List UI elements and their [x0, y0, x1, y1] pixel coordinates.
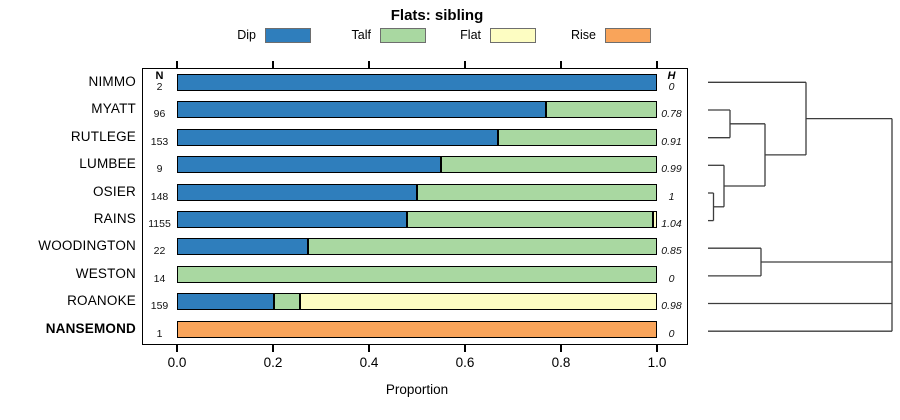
bar-nansemond: [177, 320, 657, 338]
legend-item-flat: Flat: [441, 27, 536, 43]
bar-nimmo: [177, 74, 657, 91]
dendrogram: [708, 81, 893, 332]
h-value: 0: [668, 327, 675, 340]
bar-segment-dip: [178, 184, 416, 200]
x-tick: [656, 345, 658, 352]
h-value: 1: [668, 190, 675, 203]
legend-label: Talf: [351, 28, 371, 42]
bar-segment-dip: [178, 75, 656, 90]
bar-myatt: [177, 101, 657, 119]
x-tick-label: 0.6: [455, 355, 475, 370]
n-value: 96: [153, 108, 166, 121]
x-tick-label: 0.4: [359, 355, 379, 370]
bar-segment-talf: [439, 157, 656, 173]
n-value: 1: [156, 327, 163, 340]
x-tick-top: [656, 61, 658, 68]
y-axis-label: MYATT: [91, 101, 136, 117]
legend-item-rise: Rise: [556, 27, 651, 43]
legend-label: Flat: [460, 28, 481, 42]
y-axis-label: RUTLEGE: [70, 128, 136, 144]
y-axis-label: NANSEMOND: [45, 320, 136, 336]
h-value: 0.85: [661, 245, 682, 258]
x-tick: [176, 345, 178, 352]
x-tick-label: 0.0: [167, 355, 187, 370]
bar-segment-dip: [178, 294, 273, 310]
plot-area: [142, 68, 688, 345]
legend-item-talf: Talf: [331, 27, 426, 43]
legend-swatch-flat-icon: [490, 27, 536, 43]
legend-swatch-rise-icon: [605, 27, 651, 43]
x-tick-label: 1.0: [647, 355, 667, 370]
x-axis-title: Proportion: [385, 382, 449, 397]
legend-label: Dip: [237, 28, 256, 42]
bar-segment-flat: [651, 212, 656, 227]
bar-weston: [177, 265, 657, 283]
y-axis-label: WOODINGTON: [38, 238, 136, 254]
bar-segment-dip: [178, 102, 545, 118]
bar-osier: [177, 183, 657, 201]
bar-rutlege: [177, 128, 657, 146]
y-axis-label: LUMBEE: [79, 156, 136, 172]
n-value: 153: [150, 135, 169, 148]
y-axis-label: NIMMO: [88, 74, 136, 89]
h-value: 0.78: [661, 108, 682, 121]
h-value: 0.99: [661, 163, 682, 176]
h-value: 0: [668, 272, 675, 285]
bar-segment-talf: [178, 266, 656, 282]
bar-segment-talf: [416, 184, 656, 200]
h-value: 0.91: [661, 135, 682, 148]
legend-label: Rise: [570, 28, 596, 42]
x-tick-top: [368, 61, 370, 68]
x-tick-top: [560, 61, 562, 68]
bar-segment-rise: [178, 321, 656, 337]
legend-swatch-talf-icon: [380, 27, 426, 43]
bar-segment-talf: [496, 129, 656, 145]
bar-segment-dip: [178, 157, 440, 173]
bar-segment-talf: [306, 239, 656, 255]
y-axis-label: OSIER: [92, 183, 136, 199]
x-tick-label: 0.8: [551, 355, 571, 370]
bar-segment-talf: [272, 294, 299, 310]
bar-rains: [177, 211, 657, 228]
h-column-header: H: [667, 70, 676, 82]
n-value: 9: [156, 163, 163, 176]
x-tick-label: 0.2: [263, 355, 283, 370]
n-value: 22: [153, 245, 166, 258]
x-tick-top: [272, 61, 274, 68]
legend-item-dip: Dip: [216, 27, 311, 43]
x-tick: [464, 345, 466, 352]
bar-segment-dip: [178, 212, 406, 227]
bar-segment-talf: [544, 102, 656, 118]
legend-swatch-dip-icon: [265, 27, 311, 43]
y-axis-label: RAINS: [93, 211, 136, 226]
n-value: 2: [156, 81, 163, 93]
n-value: 159: [150, 300, 169, 313]
x-tick: [272, 345, 274, 352]
n-value: 14: [153, 272, 166, 285]
y-axis-label: WESTON: [75, 265, 136, 281]
bar-lumbee: [177, 156, 657, 174]
bar-segment-dip: [178, 239, 307, 255]
h-value: 0: [668, 81, 675, 93]
n-value: 148: [150, 190, 169, 203]
x-tick: [368, 345, 370, 352]
h-value: 1.04: [661, 218, 682, 230]
x-tick-top: [464, 61, 466, 68]
bar-woodington: [177, 238, 657, 256]
h-value: 0.98: [661, 300, 682, 313]
x-tick: [560, 345, 562, 352]
bar-segment-flat: [298, 294, 656, 310]
chart-title: Flats: sibling: [390, 7, 484, 24]
bar-segment-talf: [405, 212, 652, 227]
bar-segment-dip: [178, 129, 497, 145]
y-axis-label: ROANOKE: [67, 293, 136, 309]
x-tick-top: [176, 61, 178, 68]
n-value: 1155: [148, 218, 171, 230]
bar-roanoke: [177, 293, 657, 311]
n-column-header: N: [155, 70, 164, 82]
